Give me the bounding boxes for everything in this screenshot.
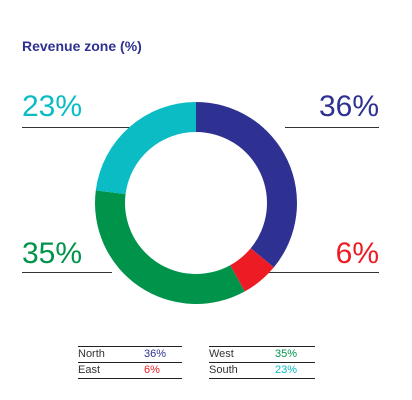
data-label-west: 35% xyxy=(22,237,83,270)
legend-row: South 23% xyxy=(209,362,315,379)
legend-name-north: North xyxy=(78,348,105,360)
callout-rule-east xyxy=(267,272,379,273)
data-label-north: 36% xyxy=(318,90,379,123)
legend-row: West 35% xyxy=(209,346,315,362)
callout-rule-north xyxy=(285,127,379,128)
legend-value-south: 23% xyxy=(275,364,298,376)
donut-slice-north xyxy=(196,102,297,268)
chart-title: Revenue zone (%) xyxy=(22,38,142,54)
legend-value-east: 6% xyxy=(144,364,160,376)
donut-slice-south xyxy=(95,102,196,195)
legend-value-north: 36% xyxy=(144,348,167,360)
legend-row: North 36% xyxy=(78,346,182,362)
donut-slice-east xyxy=(230,248,274,292)
legend-name-east: East xyxy=(78,364,101,376)
legend-row: East 6% xyxy=(78,362,182,379)
legend-value-west: 35% xyxy=(275,348,298,360)
data-label-south: 23% xyxy=(22,90,83,123)
callout-rule-south xyxy=(22,127,130,128)
legend-name-south: South xyxy=(209,364,238,376)
callout-rule-west xyxy=(22,272,112,273)
data-label-east: 6% xyxy=(335,237,379,270)
donut-slice-west xyxy=(94,190,245,305)
legend-name-west: West xyxy=(209,348,234,360)
